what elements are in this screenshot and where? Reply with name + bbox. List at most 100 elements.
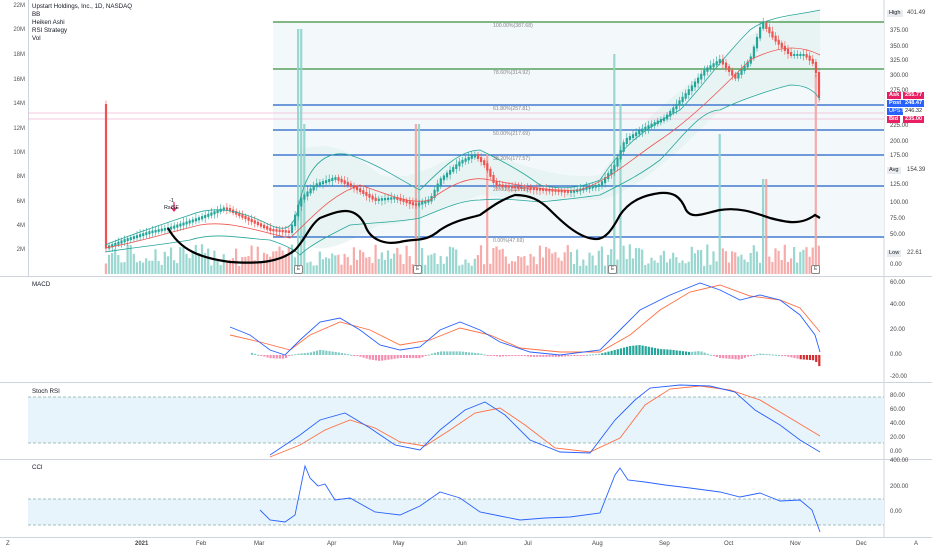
macd-histogram-bar: [331, 351, 334, 355]
volume-bar: [467, 262, 470, 274]
candle-body: [529, 187, 532, 190]
symbol-title[interactable]: Upstart Holdings, Inc., 1D, NASDAQ: [32, 3, 133, 10]
legend-rsi-strategy[interactable]: RSI Strategy: [32, 27, 68, 34]
volume-bar: [802, 249, 805, 274]
macd-histogram-bar: [322, 350, 325, 355]
macd-scale[interactable]: 60.00 40.00 20.00 0.00 -20.00: [884, 277, 932, 382]
volume-bar: [656, 262, 659, 274]
candle-body: [266, 226, 269, 230]
cci-label[interactable]: CCI: [32, 464, 43, 471]
price-scale[interactable]: 375.00 350.00 325.00 300.00 275.00 225.0…: [884, 0, 932, 276]
earnings-icon[interactable]: E: [413, 265, 422, 274]
candle-body: [160, 228, 163, 232]
candle-body: [287, 230, 290, 233]
macd-histogram-bar: [381, 355, 384, 361]
volume-bars: [104, 29, 820, 274]
candle-body: [253, 220, 256, 224]
candle-body: [777, 39, 780, 45]
earnings-icon[interactable]: E: [608, 265, 617, 274]
time-tick: May: [393, 541, 405, 547]
volume-bar: [123, 262, 126, 274]
volume-bar: [337, 254, 340, 274]
auto-scale-button[interactable]: A: [914, 541, 919, 547]
candle-body: [182, 222, 185, 226]
candle-body: [653, 122, 656, 126]
legend-bb[interactable]: BB: [32, 11, 41, 18]
volume-bar: [334, 255, 337, 274]
candle-body: [476, 154, 480, 159]
volume-bar: [433, 253, 436, 274]
macd-histogram-bar: [703, 352, 706, 355]
avg-label: Avg: [887, 167, 901, 174]
candle-body: [721, 59, 724, 65]
volume-bar: [377, 258, 380, 274]
earnings-icon[interactable]: E: [294, 265, 303, 274]
macd-histogram-bar: [325, 350, 328, 355]
macd-histogram-bar: [626, 346, 629, 355]
macd-histogram-bar: [771, 354, 774, 356]
macd-histogram-bar: [650, 347, 653, 355]
volume-scale[interactable]: 22M 20M 18M 16M 14M 12M 10M 8M 6M 4M 2M: [0, 0, 29, 276]
macd-histogram-bar: [517, 355, 520, 356]
macd-histogram-bar: [511, 355, 514, 356]
macd-label[interactable]: MACD: [32, 281, 51, 288]
volume-bar: [799, 251, 802, 274]
volume-bar: [749, 252, 752, 274]
macd-histogram-bar: [446, 351, 449, 355]
price-tick: 225.00: [890, 123, 909, 129]
macd-histogram-bar: [387, 355, 390, 360]
macd-histogram-bar: [635, 345, 638, 355]
macd-histogram-bar: [495, 355, 498, 357]
candle-body: [495, 181, 498, 187]
candle-body: [331, 177, 334, 181]
volume-bar: [746, 262, 749, 274]
candle-body: [201, 216, 204, 220]
candle-body: [504, 184, 507, 188]
stoch-scale[interactable]: 80.00 60.00 40.00 20.00 0.00: [884, 383, 932, 459]
corner-z-button[interactable]: Z: [6, 541, 10, 547]
macd-histogram-bar: [316, 350, 319, 355]
candle-body: [284, 230, 287, 233]
macd-histogram-bar: [576, 355, 579, 356]
candle-body: [669, 111, 672, 117]
macd-histogram-bar: [328, 351, 331, 355]
volume-bar: [222, 254, 225, 274]
time-tick: Feb: [196, 541, 207, 547]
macd-histogram-bar: [471, 352, 474, 355]
volume-bar: [126, 244, 129, 274]
candle-body: [244, 215, 247, 220]
legend-vol[interactable]: Vol: [32, 35, 41, 42]
volume-bar: [712, 251, 715, 274]
legend-heiken-ashi[interactable]: Heiken Ashi: [32, 19, 65, 26]
indicator-legend[interactable]: Upstart Holdings, Inc., 1D, NASDAQ BB He…: [32, 3, 132, 43]
macd-histogram-bar: [762, 353, 765, 355]
candle-body: [461, 159, 464, 164]
macd-histogram-bar: [647, 346, 650, 355]
time-tick: Jul: [524, 541, 532, 547]
macd-histogram-bar: [632, 345, 635, 355]
time-axis[interactable]: Z 2021 Feb Mar Apr May Jun Jul Aug Sep O…: [0, 537, 932, 551]
volume-bar: [489, 263, 492, 274]
candle-body: [492, 175, 495, 183]
macd-histogram-bar: [461, 351, 464, 355]
macd-histogram-bar: [595, 354, 598, 356]
earnings-icon[interactable]: E: [811, 265, 820, 274]
volume-bar: [752, 245, 755, 274]
macd-histogram-bar: [591, 354, 595, 356]
volume-bar: [638, 248, 641, 274]
macd-histogram-bar: [598, 353, 601, 355]
candle-body: [328, 179, 331, 183]
candle-body: [445, 172, 449, 178]
cci-scale[interactable]: 400.00 200.00 0.00: [884, 458, 932, 536]
macd-line: [229, 282, 821, 356]
high-label: High: [887, 10, 903, 17]
volume-bar: [808, 256, 811, 274]
candle-body: [387, 197, 390, 200]
stoch-k-line: [269, 384, 821, 456]
candle-body: [418, 202, 421, 206]
price-tick: 175.00: [890, 153, 909, 159]
cci-tick: 200.00: [890, 484, 909, 490]
time-tick: Nov: [790, 541, 801, 547]
stoch-rsi-label[interactable]: Stoch RSI: [32, 388, 60, 395]
